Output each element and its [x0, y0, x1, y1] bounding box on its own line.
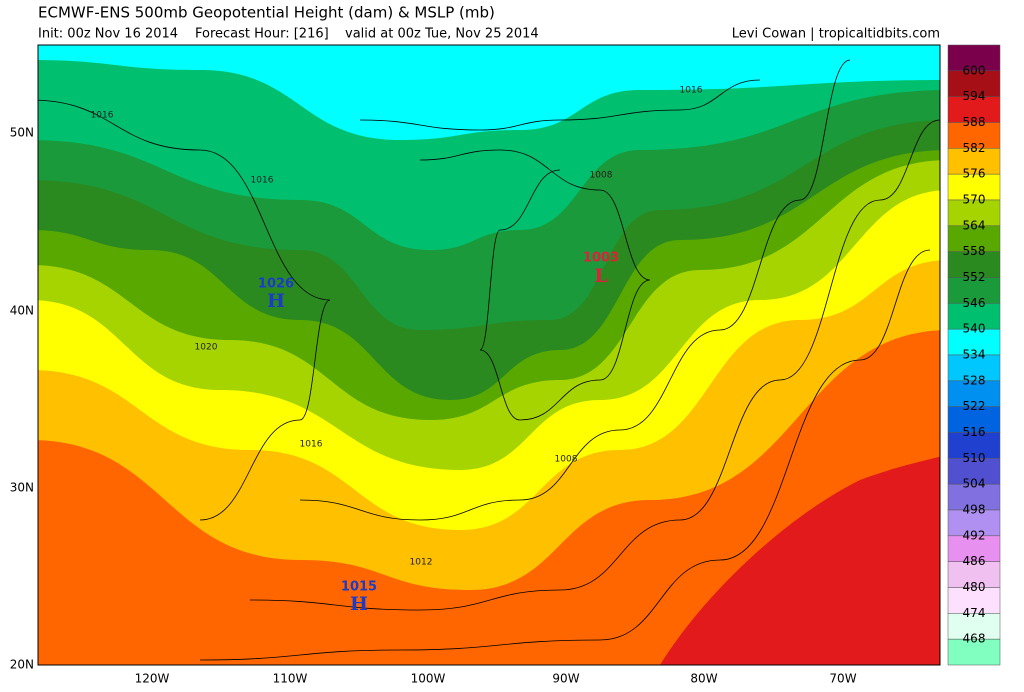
- isobar: [249, 119, 940, 611]
- colorbar-box: [947, 148, 1001, 175]
- center-value: 1015: [341, 580, 377, 595]
- title: ECMWF-ENS 500mb Geopotential Height (dam…: [38, 4, 495, 22]
- colorbar-box: [947, 483, 1001, 511]
- colorbar-label: 600: [963, 63, 986, 77]
- isobar-label: 1008: [555, 455, 578, 465]
- colorbar-label: 534: [963, 348, 986, 362]
- colorbar-label: 582: [963, 141, 986, 155]
- valid-time: valid at 00z Tue, Nov 25 2014: [345, 27, 539, 42]
- isobar: [419, 149, 651, 421]
- colorbar-box: [947, 303, 1001, 330]
- colorbar-label: 558: [963, 244, 986, 258]
- colorbar-label: 474: [963, 606, 986, 620]
- lon-label: 70W: [829, 672, 856, 686]
- lat-label: 30N: [10, 481, 34, 495]
- band: [660, 456, 940, 665]
- colorbar-label: 504: [963, 477, 986, 491]
- forecast-hour: Forecast Hour: [216]: [195, 27, 329, 42]
- colorbar-label: 564: [963, 218, 986, 232]
- colorbar-label: 510: [963, 451, 986, 465]
- isobar: [199, 249, 931, 661]
- colorbar-box: [947, 251, 1001, 278]
- center-symbol: H: [350, 593, 368, 615]
- colorbar-box: [947, 173, 1001, 201]
- map: [38, 45, 940, 665]
- colorbar-box: [947, 328, 1001, 356]
- isobar-label: 1016: [251, 176, 274, 186]
- colorbar-label: 528: [963, 373, 986, 387]
- map-frame: [37, 44, 941, 666]
- colorbar-box: [947, 638, 1001, 666]
- colorbar-label: 486: [963, 554, 986, 568]
- isobar-label: 1020: [195, 343, 218, 353]
- colorbar-box: [947, 535, 1001, 562]
- colorbar-box: [947, 561, 1001, 588]
- colorbar-label: 546: [963, 296, 986, 310]
- colorbar-box: [947, 458, 1001, 485]
- band: [38, 45, 940, 140]
- center-value: 1003: [583, 251, 619, 266]
- isobar-label: 1016: [91, 111, 114, 121]
- colorbar-label: 594: [963, 89, 986, 103]
- colorbar-box: [947, 44, 1001, 72]
- isobar: [38, 99, 331, 521]
- colorbar-box: [947, 354, 1001, 382]
- lon-label: 90W: [552, 672, 579, 686]
- colorbar-box: [947, 587, 1001, 614]
- lat-label: 50N: [10, 126, 34, 140]
- colorbar-box: [947, 613, 1001, 640]
- colorbar-label: 570: [963, 193, 986, 207]
- lon-label: 120W: [135, 672, 170, 686]
- colorbar: 600 594 588 582 576 570 564 558 552 546 540 534 528 5…: [947, 44, 1001, 666]
- lon-labels: 120W 110W 100W 90W 80W 70W: [135, 672, 857, 686]
- colorbar-label: 468: [963, 632, 986, 646]
- lat-label: 20N: [10, 658, 34, 672]
- center-value: 1026: [258, 277, 294, 292]
- colorbar-box: [947, 380, 1001, 407]
- colorbar-label: 552: [963, 270, 986, 284]
- isobar-label: 1012: [410, 558, 433, 568]
- lon-label: 100W: [411, 672, 446, 686]
- colorbar-label: 498: [963, 503, 986, 517]
- lon-label: 80W: [690, 672, 717, 686]
- colorbar-box: [947, 432, 1001, 459]
- colorbar-label: 516: [963, 425, 986, 439]
- center-symbol: L: [594, 265, 607, 287]
- isobar-label: 1016: [300, 440, 323, 450]
- isobar-label: 1008: [590, 171, 613, 181]
- colorbar-box: [947, 277, 1001, 304]
- credit: Levi Cowan | tropicaltidbits.com: [732, 27, 940, 42]
- colorbar-box: [947, 509, 1001, 537]
- isobar: [299, 59, 851, 521]
- colorbar-label: 588: [963, 115, 986, 129]
- colorbar-box: [947, 406, 1001, 433]
- pressure-labels: 1026 H 1003 L 1015 H 1016 1016 1016 1016…: [91, 86, 703, 616]
- isobar-label: 1016: [680, 86, 703, 96]
- colorbar-label: 540: [963, 322, 986, 336]
- colorbar-label: 522: [963, 399, 986, 413]
- isobar: [359, 79, 761, 131]
- colorbar-box: [947, 96, 1001, 123]
- lon-label: 110W: [273, 672, 308, 686]
- band: [38, 45, 940, 250]
- init: Init: 00z Nov 16 2014: [38, 27, 178, 42]
- colorbar-label: 480: [963, 580, 986, 594]
- colorbar-label: 576: [963, 167, 986, 181]
- colorbar-label: 492: [963, 528, 986, 542]
- center-symbol: H: [267, 290, 285, 312]
- lat-label: 40N: [10, 304, 34, 318]
- lat-labels: 50N 40N 30N 20N: [10, 126, 34, 672]
- colorbar-box: [947, 199, 1001, 227]
